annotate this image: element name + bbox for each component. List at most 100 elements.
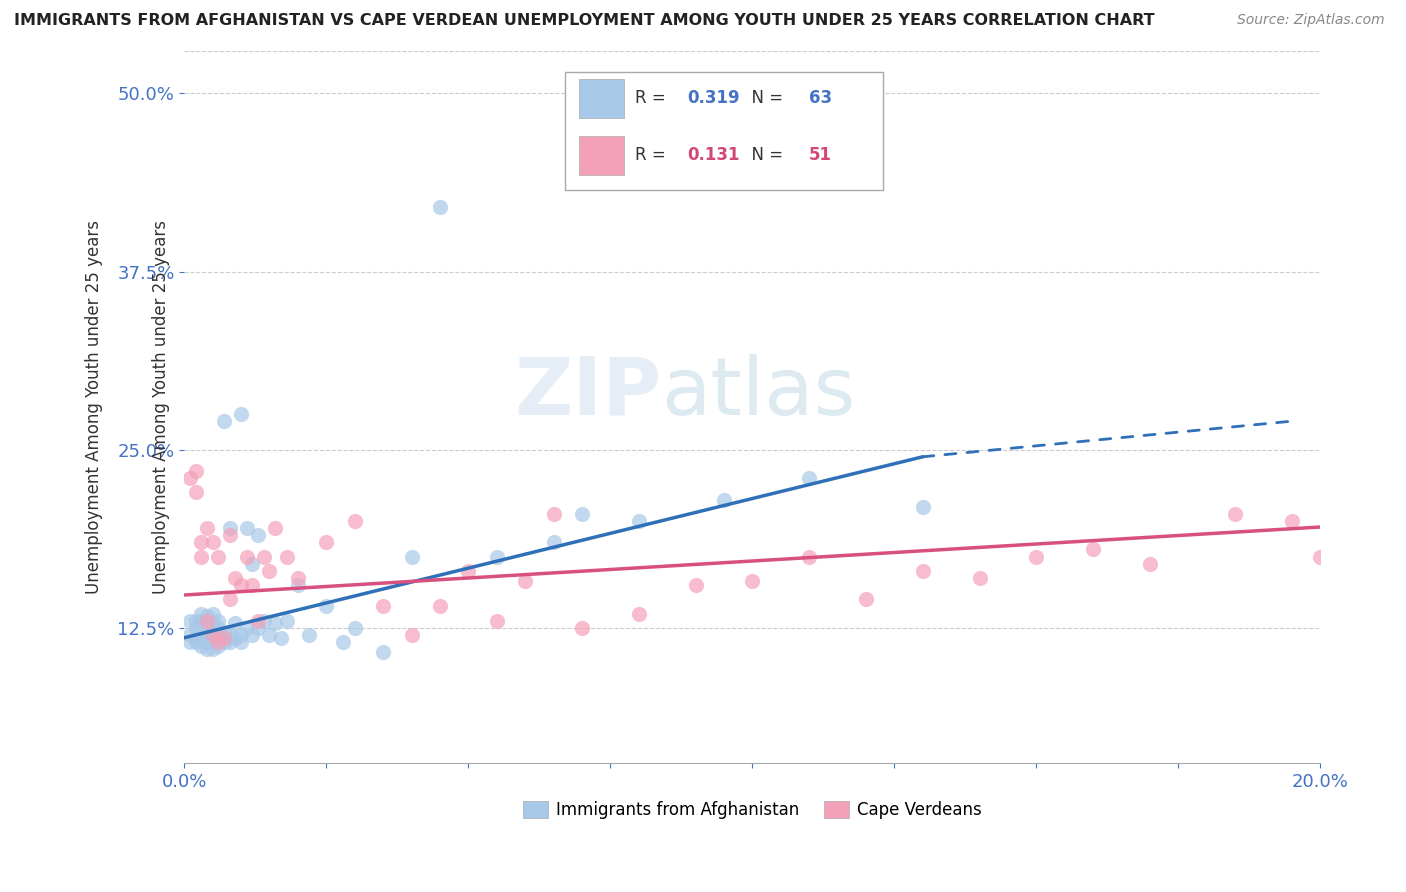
Point (543, 535, 565, 549)
Point (207, 628, 229, 642)
FancyBboxPatch shape (578, 79, 624, 119)
Point (212, 631, 235, 645)
Point (242, 628, 264, 642)
Point (179, 471, 201, 485)
Point (212, 414, 235, 428)
Point (343, 514, 366, 528)
Point (685, 578, 707, 592)
Point (543, 507, 565, 521)
Point (401, 628, 423, 642)
Point (713, 492, 735, 507)
Point (212, 625, 235, 640)
Point (229, 628, 252, 642)
Point (276, 549, 298, 564)
Point (179, 635, 201, 649)
Point (627, 514, 650, 528)
Point (401, 549, 423, 564)
Point (1309, 549, 1331, 564)
Point (1139, 557, 1161, 571)
Text: R =: R = (636, 146, 671, 164)
Point (315, 535, 337, 549)
Point (259, 564, 281, 578)
Point (207, 640, 229, 654)
Point (457, 564, 479, 578)
Point (797, 471, 820, 485)
Point (247, 528, 270, 542)
Point (207, 635, 229, 649)
Point (287, 578, 309, 592)
Text: 51: 51 (808, 146, 832, 164)
Y-axis label: Unemployment Among Youth under 25 years: Unemployment Among Youth under 25 years (152, 220, 170, 594)
Point (195, 628, 218, 642)
Point (797, 549, 820, 564)
Text: N =: N = (741, 146, 789, 164)
Point (911, 500, 934, 514)
Point (201, 628, 224, 642)
Point (485, 614, 508, 628)
Text: Source: ZipAtlas.com: Source: ZipAtlas.com (1237, 13, 1385, 28)
Point (298, 628, 321, 642)
Point (332, 635, 354, 649)
Point (201, 535, 224, 549)
Point (207, 549, 229, 564)
Point (190, 549, 212, 564)
Point (1025, 549, 1047, 564)
Text: 63: 63 (808, 89, 832, 107)
Point (190, 535, 212, 549)
Point (201, 642, 224, 657)
Point (264, 521, 287, 535)
Text: R =: R = (636, 89, 671, 107)
Point (190, 640, 212, 654)
Text: 0.319: 0.319 (688, 89, 740, 107)
Point (224, 616, 246, 631)
Point (201, 616, 224, 631)
Point (218, 635, 240, 649)
Point (184, 485, 207, 500)
Point (236, 621, 259, 635)
Point (253, 549, 276, 564)
Legend: Immigrants from Afghanistan, Cape Verdeans: Immigrants from Afghanistan, Cape Verdea… (516, 795, 988, 826)
Point (1395, 514, 1406, 528)
Point (218, 521, 240, 535)
Point (1281, 514, 1303, 528)
Point (224, 571, 246, 585)
Point (229, 578, 252, 592)
Point (195, 618, 218, 632)
Point (236, 549, 259, 564)
Point (201, 631, 224, 645)
Point (190, 621, 212, 635)
Point (229, 635, 252, 649)
Point (343, 621, 366, 635)
Point (207, 614, 229, 628)
Point (264, 616, 287, 631)
Point (253, 614, 276, 628)
Point (911, 564, 934, 578)
Point (184, 464, 207, 478)
Point (195, 642, 218, 657)
Text: 0.131: 0.131 (688, 146, 740, 164)
Point (270, 631, 292, 645)
Point (1367, 521, 1389, 535)
Point (218, 528, 240, 542)
Point (1225, 507, 1247, 521)
Point (276, 614, 298, 628)
Point (201, 621, 224, 635)
Point (371, 599, 394, 614)
Point (190, 614, 212, 628)
Point (190, 631, 212, 645)
Point (190, 607, 212, 621)
Point (184, 621, 207, 635)
Point (218, 592, 240, 607)
Point (513, 574, 536, 588)
Point (247, 614, 270, 628)
Point (242, 578, 264, 592)
Y-axis label: Unemployment Among Youth under 25 years: Unemployment Among Youth under 25 years (86, 220, 103, 594)
FancyBboxPatch shape (578, 136, 624, 176)
Point (1337, 528, 1360, 542)
Point (236, 521, 259, 535)
Point (429, 201, 451, 215)
Point (627, 607, 650, 621)
Point (485, 549, 508, 564)
Point (315, 599, 337, 614)
Point (287, 571, 309, 585)
